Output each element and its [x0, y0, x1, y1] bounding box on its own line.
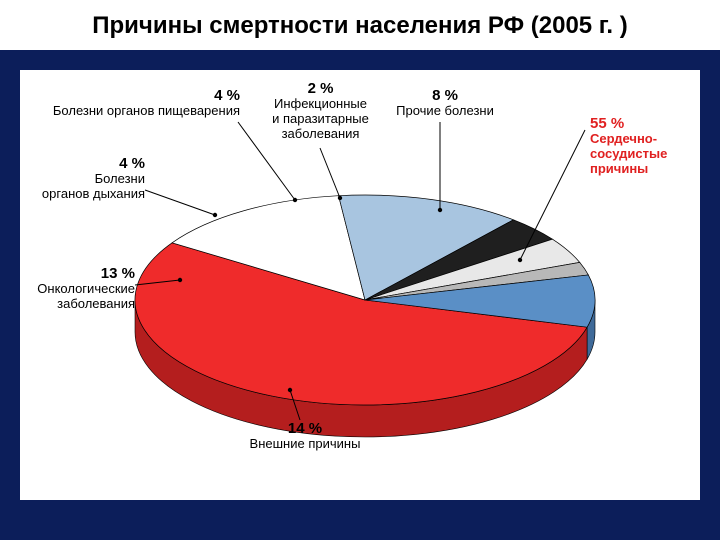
- label-other: 8 % Прочие болезни: [385, 87, 505, 119]
- pct-other: 8 %: [385, 87, 505, 104]
- page-title: Причины смертности населения РФ (2005 г.…: [0, 0, 720, 50]
- txt-infect: Инфекционныеи паразитарныезаболевания: [272, 96, 369, 141]
- label-digest: 4 % Болезни органов пищеварения: [15, 87, 240, 119]
- txt-external: Внешние причины: [250, 436, 361, 451]
- leader-infect: [320, 148, 340, 198]
- leader-resp: [145, 190, 215, 215]
- label-cardio: 55 % Сердечно-сосудистыепричины: [590, 115, 695, 177]
- pct-infect: 2 %: [263, 80, 378, 97]
- txt-digest: Болезни органов пищеварения: [53, 103, 240, 118]
- txt-other: Прочие болезни: [396, 103, 494, 118]
- pct-external: 14 %: [235, 420, 375, 437]
- txt-cardio: Сердечно-сосудистыепричины: [590, 131, 667, 176]
- label-onco: 13 % Онкологическиезаболевания: [15, 265, 135, 312]
- txt-resp: Болезниорганов дыхания: [42, 171, 145, 201]
- pie-chart-3d: 55 % Сердечно-сосудистыепричины 8 % Проч…: [20, 70, 700, 500]
- label-resp: 4 % Болезниорганов дыхания: [15, 155, 145, 202]
- txt-onco: Онкологическиезаболевания: [37, 281, 135, 311]
- label-external: 14 % Внешние причины: [235, 420, 375, 452]
- label-infect: 2 % Инфекционныеи паразитарныезаболевани…: [263, 80, 378, 142]
- pct-onco: 13 %: [15, 265, 135, 282]
- pct-resp: 4 %: [15, 155, 145, 172]
- pct-digest: 4 %: [15, 87, 240, 104]
- pct-cardio: 55 %: [590, 115, 695, 132]
